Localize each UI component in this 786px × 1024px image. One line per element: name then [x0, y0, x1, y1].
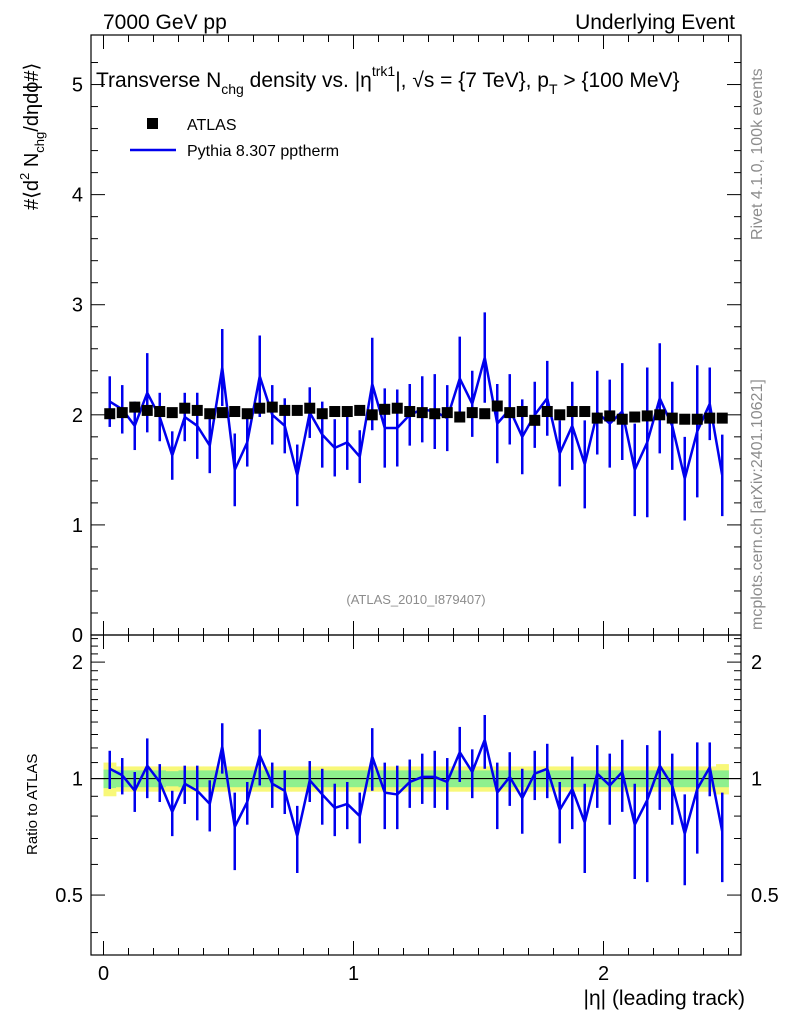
atlas-data-point	[154, 406, 166, 418]
atlas-series	[104, 400, 728, 426]
ratio-y-tick-label: 1	[72, 769, 83, 791]
header-right: Underlying Event	[575, 11, 735, 34]
atlas-data-point	[516, 406, 528, 418]
legend-atlas-label: ATLAS	[187, 117, 237, 134]
atlas-data-point	[354, 404, 366, 416]
atlas-data-point	[679, 413, 691, 425]
atlas-data-point	[316, 408, 328, 420]
atlas-data-point	[529, 414, 541, 426]
atlas-data-point	[666, 412, 678, 424]
x-axis-label: |η| (leading track)	[584, 987, 745, 1010]
atlas-data-point	[716, 412, 728, 424]
atlas-data-point	[404, 406, 416, 418]
ratio-y-tick-label-right: 1	[751, 769, 762, 791]
atlas-data-point	[179, 402, 191, 414]
atlas-data-point	[591, 412, 603, 424]
atlas-data-point	[579, 406, 591, 418]
atlas-data-point	[691, 413, 703, 425]
atlas-data-point	[541, 406, 553, 418]
atlas-data-point	[254, 402, 266, 414]
atlas-data-point	[491, 400, 503, 412]
atlas-data-point	[466, 407, 478, 419]
atlas-data-point	[641, 410, 653, 422]
pythia-ratio-line	[109, 738, 724, 838]
atlas-data-point	[279, 404, 291, 416]
ratio-y-label: Ratio to ATLAS	[24, 754, 41, 855]
rivet-version-label: Rivet 4.1.0, 100k events	[749, 68, 766, 240]
main-y-tick-label: 0	[72, 625, 83, 647]
main-y-tick-label: 3	[72, 295, 83, 317]
atlas-data-point	[229, 406, 241, 418]
atlas-data-point	[204, 408, 216, 420]
atlas-data-point	[479, 408, 491, 420]
atlas-data-point	[304, 402, 316, 414]
x-tick-label: 0	[98, 963, 109, 985]
atlas-data-point	[454, 411, 466, 423]
atlas-data-point	[291, 404, 303, 416]
atlas-data-point	[416, 407, 428, 419]
main-panel: 0 1 2 3 4 5 Transverse Nchg density vs. |ηtrk…	[17, 34, 742, 647]
analysis-watermark: (ATLAS_2010_I879407)	[346, 592, 485, 607]
main-y-tick-label: 4	[72, 185, 83, 207]
ratio-y-tick-label-right: 0.5	[751, 885, 779, 907]
atlas-data-point	[341, 406, 353, 418]
atlas-data-point	[554, 409, 566, 421]
legend-pythia-label: Pythia 8.307 pptherm	[187, 143, 339, 160]
pythia-series	[108, 312, 724, 521]
atlas-data-point	[654, 409, 666, 421]
ratio-y-tick-label-right: 2	[751, 652, 762, 674]
ratio-y-axis: 0.5 0.5 1 1 2 2	[55, 638, 779, 934]
atlas-data-point	[566, 406, 578, 418]
pythia-ratio-series	[108, 714, 724, 886]
legend-atlas-marker	[147, 118, 158, 129]
atlas-data-point	[266, 401, 278, 413]
atlas-data-point	[604, 410, 616, 422]
x-tick-label: 1	[348, 963, 359, 985]
main-y-axis: 0 1 2 3 4 5	[72, 62, 741, 647]
atlas-data-point	[441, 407, 453, 419]
atlas-data-point	[616, 413, 628, 425]
atlas-data-point	[241, 408, 253, 420]
main-y-tick-label: 2	[72, 405, 83, 427]
atlas-data-point	[166, 407, 178, 419]
pythia-line	[109, 356, 724, 480]
main-y-tick-label: 1	[72, 515, 83, 537]
x-tick-label: 2	[598, 963, 609, 985]
ratio-frame	[90, 634, 742, 956]
main-y-label: #⟨d2 Nchg/dηdϕ#⟩	[17, 63, 47, 210]
atlas-data-point	[391, 402, 403, 414]
atlas-data-point	[191, 404, 203, 416]
atlas-data-point	[704, 412, 716, 424]
ratio-y-tick-label: 0.5	[55, 885, 83, 907]
atlas-data-point	[104, 408, 116, 420]
atlas-data-point	[504, 407, 516, 419]
ratio-panel: 0.5 0.5 1 1 2 2 0 1 2 Ratio to ATLAS |η| (leadi…	[24, 634, 779, 1010]
ratio-y-tick-label: 2	[72, 652, 83, 674]
header-left: 7000 GeV pp	[103, 11, 227, 34]
atlas-data-point	[141, 404, 153, 416]
atlas-data-point	[629, 411, 641, 423]
main-x-axis-ticks	[103, 35, 729, 635]
mcplots-label: mcplots.cern.ch [arXiv:2401.10621]	[749, 379, 766, 630]
main-y-tick-label: 5	[72, 75, 83, 97]
atlas-data-point	[366, 409, 378, 421]
atlas-data-point	[329, 406, 341, 418]
atlas-data-point	[116, 407, 128, 419]
plot-title: Transverse Nchg density vs. |ηtrk1|, √s …	[96, 63, 680, 97]
atlas-data-point	[129, 401, 141, 413]
atlas-data-point	[379, 403, 391, 415]
atlas-data-point	[429, 408, 441, 420]
atlas-data-point	[216, 407, 228, 419]
ratio-x-axis: 0 1 2	[98, 635, 729, 985]
